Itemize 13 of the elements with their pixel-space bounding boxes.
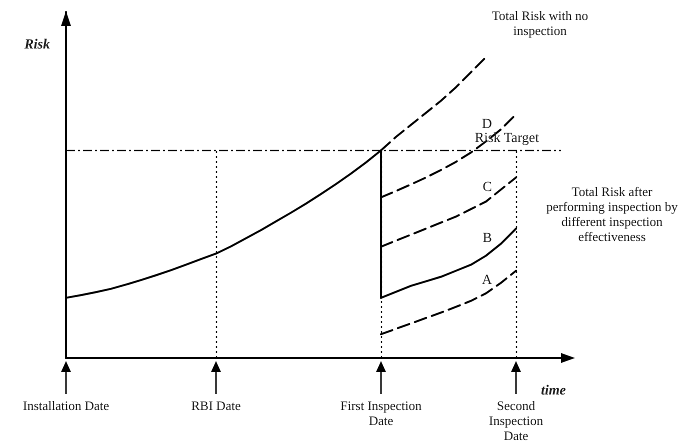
x-tick-label: First Inspection Date xyxy=(340,398,422,428)
series-label: D xyxy=(482,116,492,132)
series-label: B xyxy=(482,231,492,246)
x-tick-label: Second Inspection Date xyxy=(488,398,544,443)
x-tick-label: Installation Date xyxy=(22,398,110,413)
annotation: Total Risk after performing inspection by different inspection effectiveness xyxy=(546,184,678,244)
series-label: C xyxy=(482,180,492,195)
x-tick-label: RBI Date xyxy=(191,398,241,413)
x-axis-title: time xyxy=(541,384,566,398)
ref-line-label: Risk Target xyxy=(474,130,540,146)
text: Total Risk with no inspection xyxy=(492,8,588,38)
series-label: A xyxy=(482,273,493,288)
y-axis-title: Risk xyxy=(23,38,50,52)
